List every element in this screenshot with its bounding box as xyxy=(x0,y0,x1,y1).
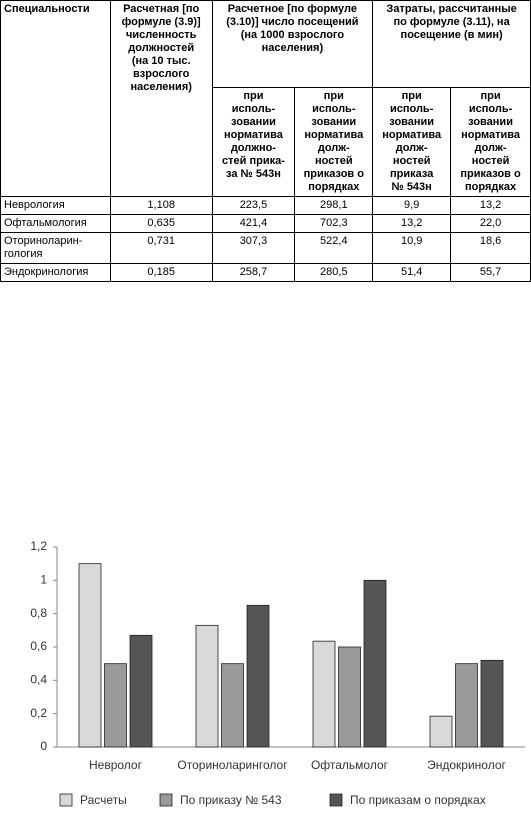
y-tick-label: 0,8 xyxy=(30,606,47,620)
chart: 0 0,2 0,4 0,6 0,8 1 1,2 Невролог Оториноларингол… xyxy=(30,539,525,807)
y-tick-label: 1 xyxy=(40,573,47,587)
bar xyxy=(429,715,453,748)
bar xyxy=(312,640,336,748)
table-cell: 421,4 xyxy=(211,214,296,233)
subheader-cell: при исполь- зовании норматива должно- ст… xyxy=(211,87,296,197)
table-cell: 0,185 xyxy=(109,263,213,282)
header-cell: Затраты, рассчитанные по формуле (3.11),… xyxy=(372,0,531,88)
header-cell: Расчетная [по формуле (3.9)] численность… xyxy=(109,0,213,197)
header-cell: Специальности xyxy=(0,0,111,197)
legend-label: Расчеты xyxy=(80,793,127,807)
bar xyxy=(363,579,387,748)
table-cell: 18,6 xyxy=(450,232,531,264)
table-cell: Неврология xyxy=(0,196,111,215)
table-cell: 298,1 xyxy=(294,196,374,215)
table-row: Эндокринология 0,185 258,7 280,5 51,4 55,7 xyxy=(0,263,531,282)
y-tick-label: 1,2 xyxy=(30,539,47,553)
bar xyxy=(455,663,478,748)
bar xyxy=(78,563,102,748)
table-row: Оториноларин- гология 0,731 307,3 522,4 10,9… xyxy=(0,232,531,264)
table-cell: 307,3 xyxy=(211,232,296,264)
header-cell: Расчетное [по формуле (3.10)] число посе… xyxy=(211,0,374,88)
table-row: Неврология 1,108 223,5 298,1 9,9 13,2 xyxy=(0,196,531,215)
legend-swatch xyxy=(159,793,173,807)
y-tick-label: 0 xyxy=(40,739,47,753)
table-cell: Оториноларин- гология xyxy=(0,232,111,264)
bar xyxy=(129,634,153,748)
x-tick-label: Невролог xyxy=(89,758,143,772)
table-cell: 223,5 xyxy=(211,196,296,215)
table-cell: 280,5 xyxy=(294,263,374,282)
subheader-cell: при исполь- зовании норматива долж- ност… xyxy=(294,87,374,197)
table-cell: 51,4 xyxy=(372,263,452,282)
legend-swatch xyxy=(59,793,73,807)
legend-swatch xyxy=(329,793,343,807)
bar xyxy=(480,659,504,748)
bar xyxy=(246,604,270,748)
subheader-cell: при исполь- зовании норматива долж- ност… xyxy=(450,87,531,197)
table-cell: Эндокринология xyxy=(0,263,111,282)
legend-label: По приказам о порядках xyxy=(350,793,486,807)
data-table: Специальности Расчетная [по формуле (3.9… xyxy=(0,0,531,282)
y-tick-label: 0,2 xyxy=(30,706,47,720)
table-cell: 0,731 xyxy=(109,232,213,264)
table-cell: 0,635 xyxy=(109,214,213,233)
bar xyxy=(338,646,361,748)
table-cell: 22,0 xyxy=(450,214,531,233)
x-tick-label: Оториноларинголог xyxy=(177,758,288,772)
table-cell: 13,2 xyxy=(372,214,452,233)
table-cell: Офтальмология xyxy=(0,214,111,233)
bar xyxy=(195,624,219,748)
bar xyxy=(221,663,244,748)
table-cell: 1,108 xyxy=(109,196,213,215)
y-tick-label: 0,4 xyxy=(30,673,47,687)
x-tick-label: Эндокринолог xyxy=(427,758,506,772)
table-cell: 13,2 xyxy=(450,196,531,215)
y-tick-label: 0,6 xyxy=(30,639,47,653)
table-row: Офтальмология 0,635 421,4 702,3 13,2 22,0 xyxy=(0,214,531,233)
table-cell: 258,7 xyxy=(211,263,296,282)
table-cell: 522,4 xyxy=(294,232,374,264)
table-cell: 55,7 xyxy=(450,263,531,282)
x-tick-label: Офтальмолог xyxy=(311,758,389,772)
bar xyxy=(104,663,127,748)
table-cell: 10,9 xyxy=(372,232,452,264)
subheader-cell: при исполь- зовании норматива долж- ност… xyxy=(372,87,452,197)
legend-label: По приказу № 543 xyxy=(180,793,282,807)
table-cell: 9,9 xyxy=(372,196,452,215)
table-cell: 702,3 xyxy=(294,214,374,233)
